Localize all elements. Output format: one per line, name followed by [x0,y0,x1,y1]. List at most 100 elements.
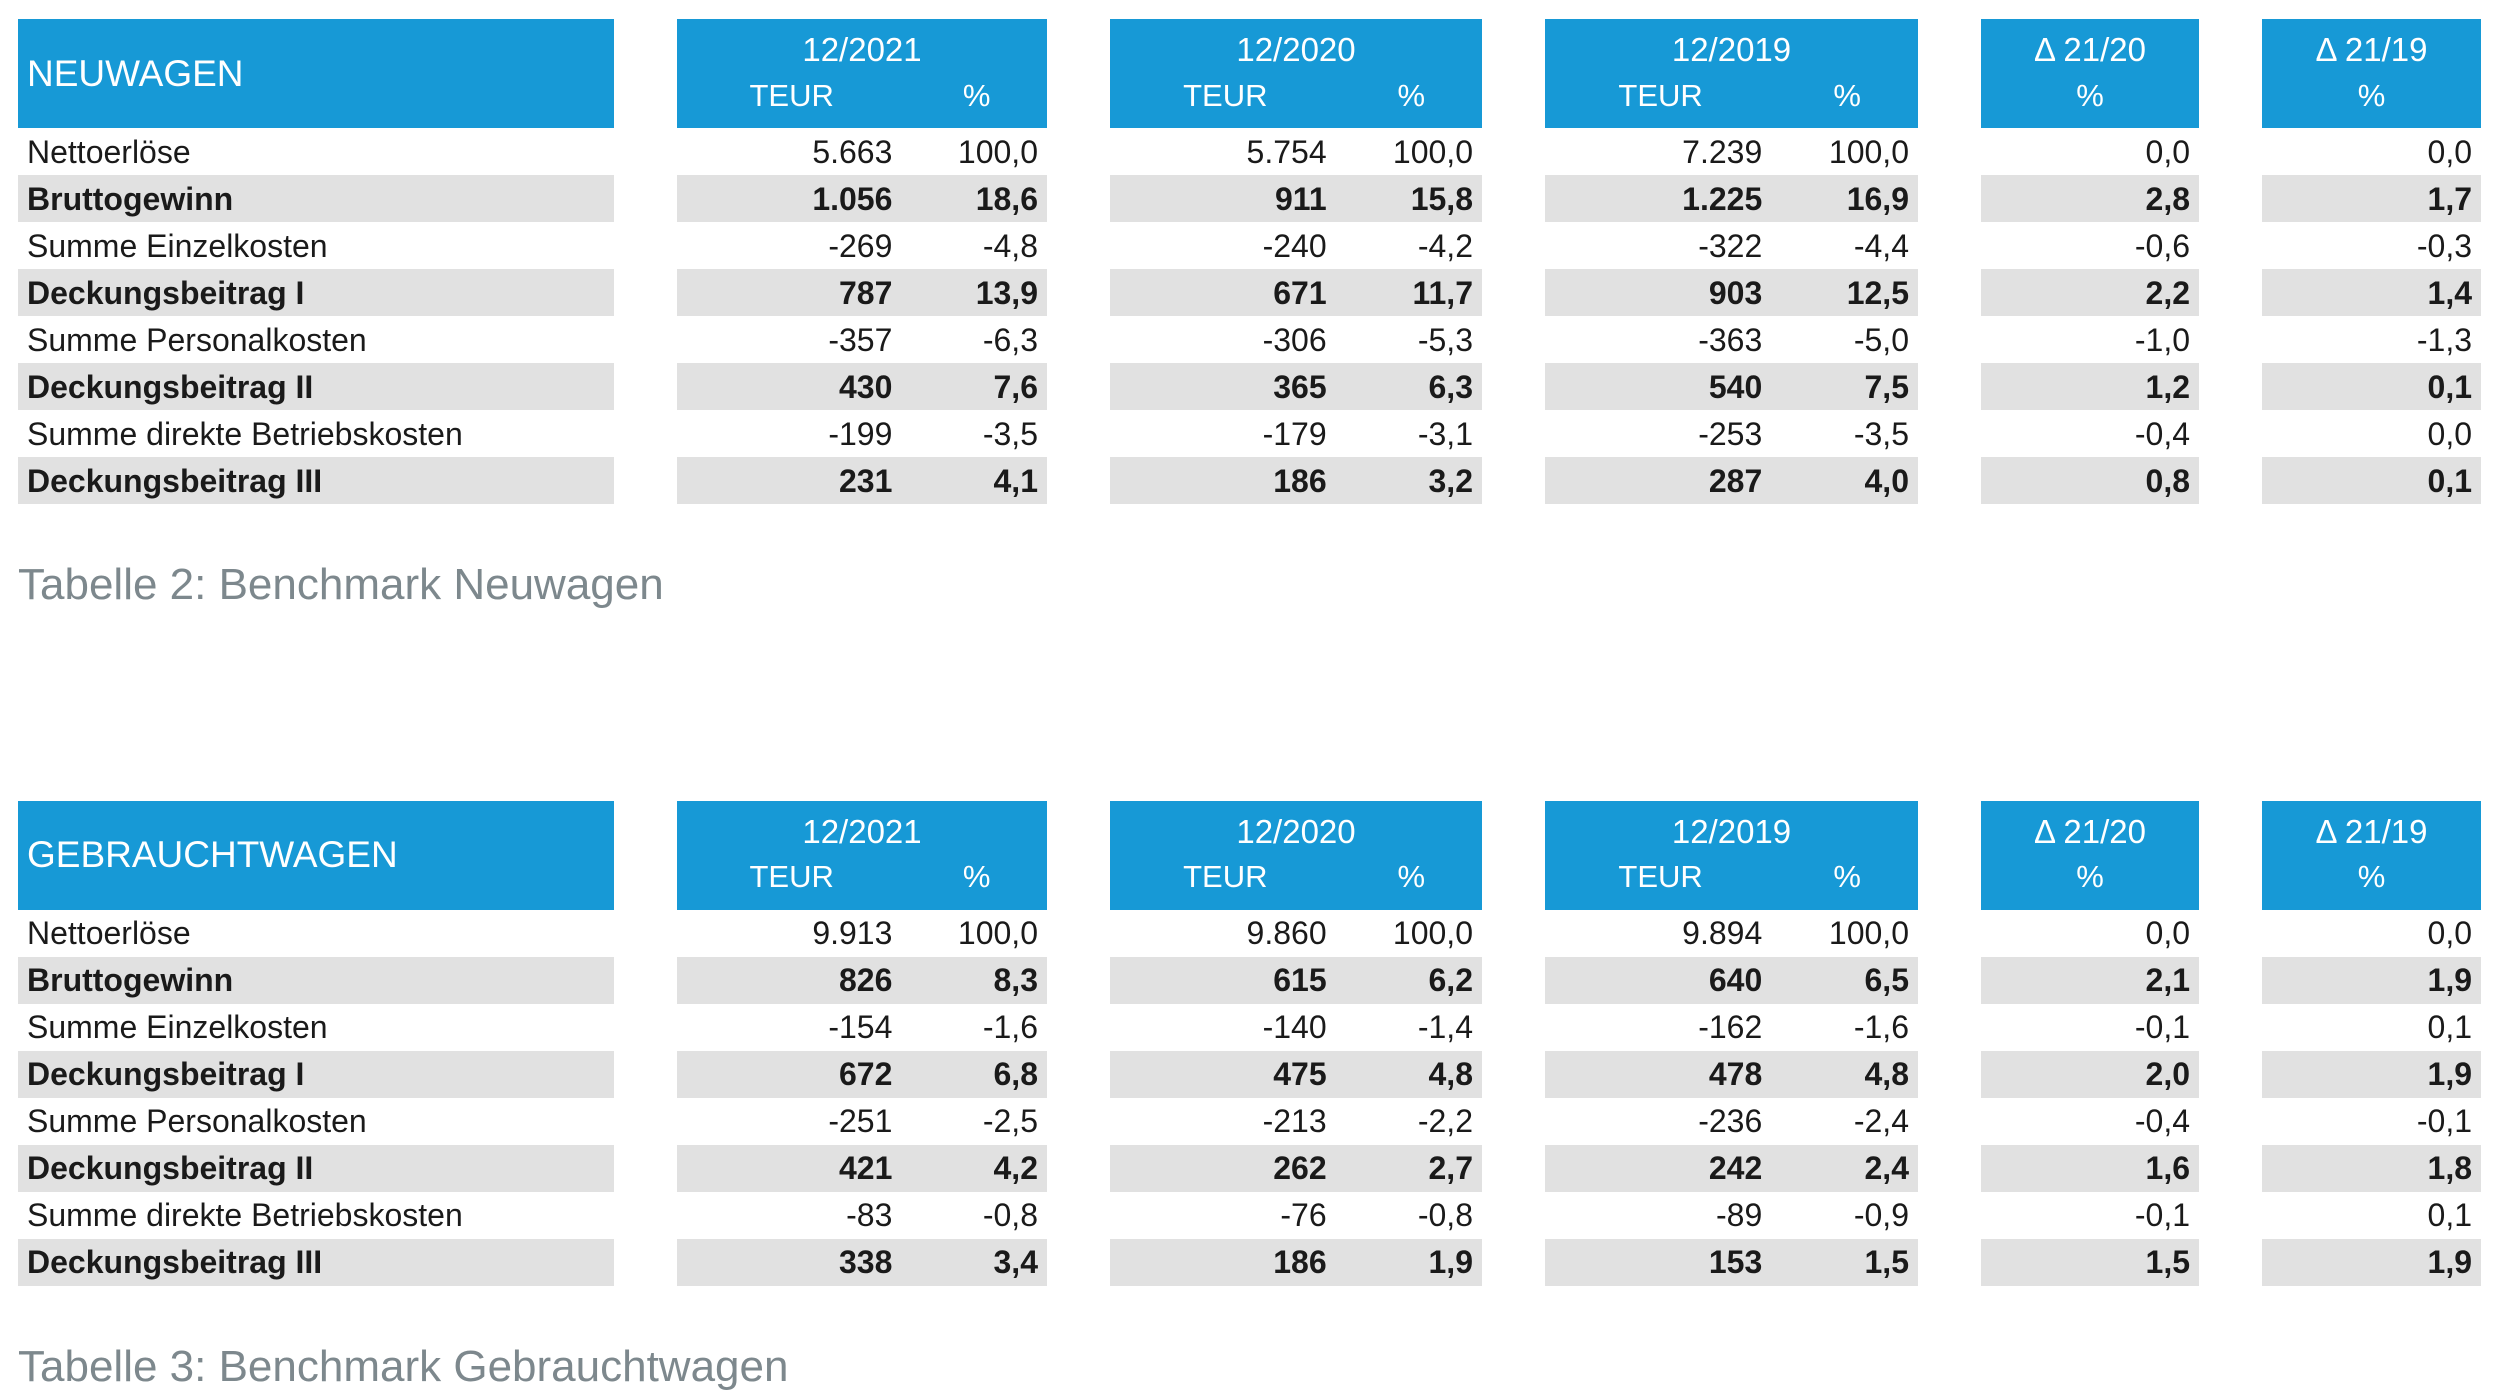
value-teur: -306 [1262,321,1327,358]
period-values-cell: 186 1,9 [1110,1238,1482,1286]
value-percent: -5,3 [1417,321,1473,358]
value-teur: 615 [1273,962,1327,999]
unit-header-teur: TEUR [1618,77,1703,113]
row-label: Bruttogewinn [18,956,614,1004]
period-values-cell: 421 4,2 [677,1144,1047,1192]
value-percent: -1,4 [1417,1009,1473,1046]
value-teur: -154 [828,1009,893,1046]
value-percent: -2,5 [982,1103,1038,1140]
value-percent: -3,5 [1853,415,1909,452]
value-percent: -4,8 [982,227,1038,264]
value-teur: 826 [839,962,893,999]
value-teur: 5.754 [1246,133,1327,170]
benchmark-table: NEUWAGEN 12/2021 TEUR% 12/2020 TEUR% 12/2019 T… [18,19,2500,504]
value-percent: -4,4 [1853,227,1909,264]
value-percent: 6,2 [1428,962,1473,999]
value-percent: -3,1 [1417,415,1473,452]
value-teur: 262 [1273,1150,1327,1187]
period-values-cell: -236 -2,4 [1545,1098,1918,1145]
value-percent: -1,6 [1853,1009,1909,1046]
value-delta-percent: -0,6 [2134,227,2190,264]
period-values-cell: -322 -4,4 [1545,222,1918,269]
value-delta-percent: -1,0 [2134,321,2190,358]
value-teur: -89 [1716,1197,1763,1234]
value-percent: 1,5 [1864,1244,1909,1281]
period-values-cell: -251 -2,5 [677,1098,1047,1145]
value-delta-percent: 1,9 [2262,1050,2481,1098]
value-delta-percent: 1,5 [1981,1238,2199,1286]
period-values-cell: 478 4,8 [1545,1050,1918,1098]
unit-header-teur: TEUR [1618,859,1703,895]
period-column-header: 12/2019 TEUR% [1545,19,1918,128]
value-teur: 338 [839,1244,893,1281]
period-values-cell: 9.860 100,0 [1110,910,1482,957]
period-values-cell: 153 1,5 [1545,1238,1918,1286]
row-label: Summe direkte Betriebskosten [27,415,463,452]
value-percent: 6,8 [993,1056,1038,1093]
period-label: 12/2021 [802,31,922,69]
value-delta-percent: 2,2 [1981,269,2199,316]
period-subheader: TEUR% [1545,855,1918,910]
period-values-cell: 365 6,3 [1110,363,1482,410]
unit-header-percent: % [1833,859,1861,895]
value-teur: 242 [1708,1150,1763,1187]
value-delta-percent: 0,0 [2427,415,2472,452]
period-values-cell: -213 -2,2 [1110,1098,1482,1145]
row-label: Deckungsbeitrag III [18,1238,614,1286]
value-percent: 2,7 [1428,1150,1473,1187]
value-teur: 9.860 [1246,915,1327,952]
period-values-cell: 7.239 100,0 [1545,128,1918,175]
period-values-cell: -306 -5,3 [1110,316,1482,363]
value-percent: 4,0 [1864,462,1909,499]
value-teur: 5.663 [812,133,893,170]
row-label: Summe Einzelkosten [27,1009,328,1046]
value-percent: 15,8 [1410,180,1473,217]
period-values-cell: -179 -3,1 [1110,410,1482,457]
period-column-header: 12/2020 TEUR% [1110,800,1482,910]
value-percent: -4,2 [1417,227,1473,264]
value-teur: 186 [1273,462,1327,499]
period-column-header: 12/2019 TEUR% [1545,800,1918,910]
row-label: Deckungsbeitrag I [18,1050,614,1098]
row-label: Deckungsbeitrag III [18,457,614,504]
period-values-cell: -76 -0,8 [1110,1192,1482,1239]
period-values-cell: -154 -1,6 [677,1004,1047,1051]
value-teur: 478 [1708,1056,1763,1093]
period-values-cell: 671 11,7 [1110,269,1482,316]
delta-subheader-percent: % [2076,77,2104,113]
unit-header-teur: TEUR [1183,859,1268,895]
row-label: Summe Personalkosten [27,1103,367,1140]
period-values-cell: 9.913 100,0 [677,910,1047,957]
unit-header-percent: % [1397,859,1426,895]
value-percent: 7,5 [1864,368,1909,405]
value-percent: 7,6 [993,368,1038,405]
value-percent: -0,8 [982,1197,1038,1234]
period-values-cell: 787 13,9 [677,269,1047,316]
value-percent: 4,8 [1864,1056,1909,1093]
delta-label: Δ 21/20 [2034,812,2146,850]
period-values-cell: 5.754 100,0 [1110,128,1482,175]
value-teur: 231 [839,462,893,499]
period-values-cell: -363 -5,0 [1545,316,1918,363]
period-column-header: 12/2021 TEUR% [677,800,1047,910]
value-delta-percent: 0,1 [2262,457,2481,504]
value-teur: -357 [828,321,893,358]
value-delta-percent: 1,8 [2262,1144,2481,1192]
period-label: 12/2020 [1236,812,1356,850]
row-label: Nettoerlöse [27,133,191,170]
period-values-cell: 430 7,6 [677,363,1047,410]
period-values-cell: -199 -3,5 [677,410,1047,457]
row-label: Summe direkte Betriebskosten [27,1197,463,1234]
value-teur: 287 [1708,462,1763,499]
period-values-cell: 5.663 100,0 [677,128,1047,175]
value-percent: 100,0 [957,133,1038,170]
period-values-cell: 615 6,2 [1110,956,1482,1004]
row-label: Nettoerlöse [27,915,191,952]
period-subheader: TEUR% [677,855,1047,910]
value-percent: 4,8 [1428,1056,1473,1093]
value-percent: -2,2 [1417,1103,1473,1140]
value-delta-percent: 1,9 [2262,1238,2481,1286]
period-values-cell: 262 2,7 [1110,1144,1482,1192]
value-percent: -0,8 [1417,1197,1473,1234]
